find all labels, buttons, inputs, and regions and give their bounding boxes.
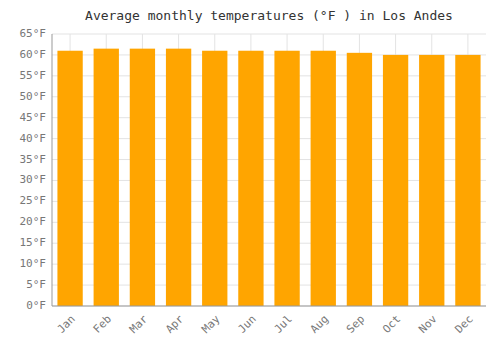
x-tick-label: Feb: [91, 313, 114, 336]
bar: [94, 49, 119, 306]
bar: [238, 51, 263, 306]
bar: [202, 51, 227, 306]
bar: [455, 55, 480, 306]
y-tick-label: 5°F: [26, 278, 46, 291]
y-tick-label: 65°F: [20, 27, 47, 40]
y-tick-label: 25°F: [20, 194, 47, 207]
bar: [274, 51, 299, 306]
y-tick-label: 40°F: [20, 132, 47, 145]
x-tick-label: Jan: [55, 313, 78, 336]
y-tick-label: 15°F: [20, 236, 47, 249]
x-tick-label: Mar: [127, 312, 151, 336]
y-tick-label: 10°F: [20, 257, 47, 270]
bar: [347, 53, 372, 306]
grid: [52, 34, 486, 306]
y-tick-label: 35°F: [20, 153, 47, 166]
x-tick-label: Oct: [380, 313, 403, 336]
x-tick-label: Aug: [308, 313, 331, 336]
bar: [57, 51, 82, 306]
y-tick-label: 60°F: [20, 48, 47, 61]
axes: [52, 34, 486, 306]
bars: [57, 49, 480, 306]
bar: [311, 51, 336, 306]
x-tick-labels: Jan Feb Mar Apr May Jun Jul Aug Sep Oct Nov Dec: [55, 312, 476, 336]
x-tick-label: Sep: [344, 313, 367, 336]
x-tick-label: Jun: [235, 313, 258, 336]
y-tick-label: 20°F: [20, 215, 47, 228]
chart-container: 0°F 5°F 10°F 15°F 20°F 25°F 30°F 35°F 40°F 45°F 50…: [0, 0, 500, 350]
bar: [419, 55, 444, 306]
y-axis-line: [52, 34, 53, 306]
bar: [383, 55, 408, 306]
y-tick-label: 55°F: [20, 69, 47, 82]
x-axis-line: [52, 306, 486, 307]
x-tick-label: May: [199, 312, 223, 336]
x-tick-label: Apr: [163, 312, 187, 336]
title: Average monthly temperatures (°F ) in Lo…: [85, 8, 453, 23]
y-tick-label: 0°F: [26, 299, 46, 312]
bar: [166, 49, 191, 306]
grid-line-y: [52, 306, 486, 307]
bar: [130, 49, 155, 306]
y-tick-labels: 0°F 5°F 10°F 15°F 20°F 25°F 30°F 35°F 40°F 45°F 50…: [20, 27, 47, 312]
y-tick-label: 50°F: [20, 90, 47, 103]
x-tick-label: Nov: [416, 312, 440, 336]
y-tick-label: 30°F: [20, 173, 47, 186]
x-tick-label: Jul: [272, 313, 295, 336]
grid-line-y: [52, 34, 486, 35]
x-tick-label: Dec: [452, 313, 475, 336]
y-tick-label: 45°F: [20, 111, 47, 124]
chart: 0°F 5°F 10°F 15°F 20°F 25°F 30°F 35°F 40°F 45°F 50…: [0, 0, 500, 350]
